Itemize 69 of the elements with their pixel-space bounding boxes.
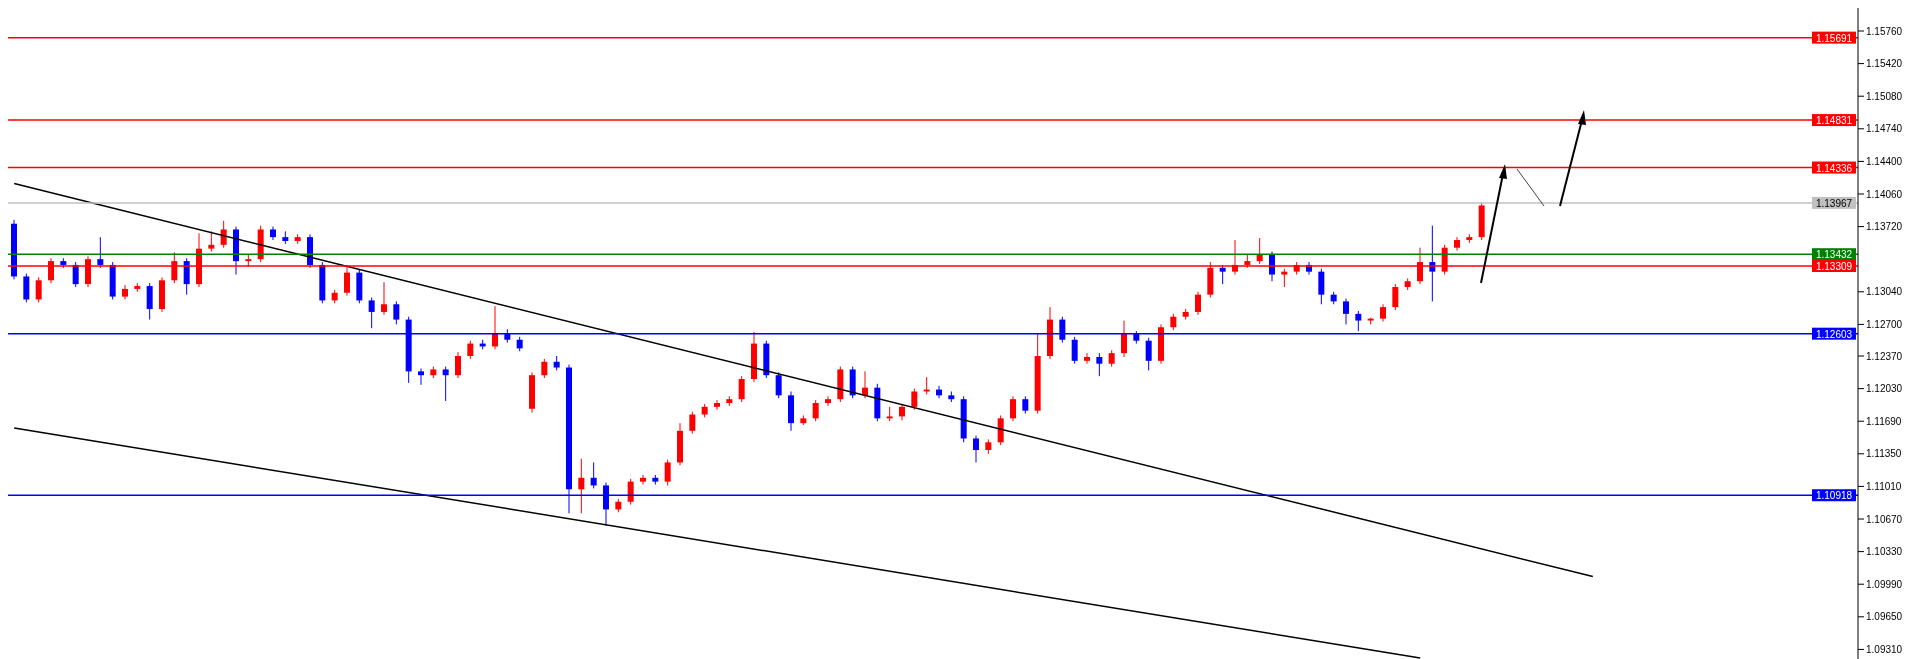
ref-line-label: 1.13432 — [1815, 249, 1853, 261]
candlestick — [146, 282, 153, 321]
candlestick — [368, 297, 375, 329]
candlestick — [812, 399, 819, 422]
candlestick — [997, 414, 1004, 446]
ref-line-label: 1.14336 — [1815, 162, 1853, 174]
candlestick — [689, 411, 696, 435]
candlestick — [590, 461, 597, 489]
candlestick — [1195, 291, 1201, 316]
y-tick-label: 1.12700 — [1866, 318, 1903, 330]
candlestick — [418, 367, 424, 386]
candlestick — [1392, 283, 1399, 311]
candlestick — [911, 388, 918, 411]
y-tick-label: 1.11690 — [1866, 415, 1902, 427]
candlestick — [442, 366, 449, 402]
candlestick — [738, 375, 745, 403]
candlestick — [381, 281, 387, 316]
candlestick — [664, 459, 671, 486]
candlestick — [578, 458, 585, 514]
y-tick-label: 1.12370 — [1866, 350, 1903, 362]
candlestick — [467, 340, 474, 360]
candlestick — [1281, 268, 1288, 288]
candlestick — [714, 399, 720, 411]
candlestick — [208, 230, 215, 253]
candlestick — [775, 371, 782, 399]
candlestick — [640, 474, 646, 486]
candlestick — [455, 351, 461, 379]
candlestick — [1096, 352, 1103, 377]
ref-line-label: 1.12603 — [1815, 328, 1853, 340]
ref-line-label: 1.14831 — [1815, 115, 1853, 127]
y-tick-label: 1.13720 — [1866, 221, 1903, 233]
candlestick — [1355, 310, 1362, 332]
y-tick-label: 1.13040 — [1866, 286, 1903, 298]
ref-line-label: 1.13967 — [1815, 197, 1853, 209]
candlestick — [1145, 337, 1152, 371]
ref-line-label: 1.13309 — [1815, 261, 1853, 272]
candlestick — [1343, 298, 1349, 325]
candlestick — [183, 257, 190, 296]
candlestick — [541, 358, 548, 379]
y-tick-label: 1.15760 — [1866, 25, 1903, 37]
candlestick — [35, 276, 42, 303]
y-tick-label: 1.09990 — [1866, 578, 1903, 590]
candlestick — [23, 273, 30, 303]
y-tick-label: 1.14400 — [1866, 155, 1903, 167]
candlestick — [220, 220, 227, 249]
candlestick — [97, 236, 104, 269]
candlestick — [1121, 320, 1127, 358]
y-tick-label: 1.10670 — [1866, 513, 1903, 525]
candlestick — [1454, 236, 1460, 252]
candlestick — [393, 300, 400, 325]
candlestick — [1318, 268, 1325, 305]
y-tick-label: 1.10330 — [1866, 546, 1903, 558]
y-tick-label: 1.15420 — [1866, 58, 1903, 70]
candlestick — [1084, 352, 1090, 365]
y-tick-label: 1.15080 — [1866, 90, 1903, 102]
y-tick-label: 1.14060 — [1866, 188, 1903, 200]
candlestick — [825, 395, 831, 407]
y-tick-label: 1.09310 — [1866, 643, 1903, 655]
y-tick-label: 1.11010 — [1866, 480, 1902, 492]
y-tick-label: 1.11350 — [1866, 448, 1902, 460]
ref-line-label: 1.10918 — [1815, 490, 1853, 502]
candlestick — [1071, 336, 1078, 365]
candlestick — [973, 435, 979, 463]
candlestick — [492, 305, 498, 350]
y-tick-label: 1.12030 — [1866, 383, 1903, 395]
candlestick — [1010, 395, 1016, 422]
y-tick-label: 1.09650 — [1866, 611, 1903, 623]
y-tick-label: 1.14740 — [1866, 123, 1903, 135]
ref-line-label: 1.15691 — [1815, 32, 1853, 44]
